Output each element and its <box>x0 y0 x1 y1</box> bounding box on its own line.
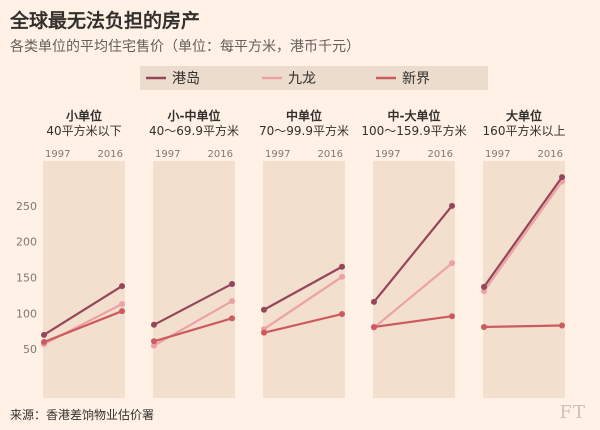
series-line-港岛-4 <box>373 205 453 303</box>
panel-background-2 <box>153 161 235 398</box>
point-九龙-1-2016 <box>119 301 125 308</box>
point-新界-2-1997 <box>151 338 157 345</box>
panel-range-3: 70～99.9平方米 <box>259 123 349 138</box>
chart-subtitle: 各类单位的平均住宅售价（单位：每平方米，港币千元） <box>10 39 360 55</box>
series-line-九龙-3 <box>263 275 343 331</box>
panel-background-5 <box>483 161 565 398</box>
point-港岛-4-1997 <box>371 298 377 305</box>
x-tick-end-5: 2016 <box>538 149 563 160</box>
legend-background <box>140 66 488 90</box>
panel-background-4 <box>373 161 455 398</box>
point-港岛-1-1997 <box>41 331 47 338</box>
panel-title-5: 大单位 <box>506 108 542 123</box>
series-line-港岛-3 <box>263 265 343 311</box>
point-九龙-2-2016 <box>229 298 235 305</box>
point-新界-5-2016 <box>559 322 565 329</box>
legend-label-1: 港岛 <box>172 71 200 87</box>
point-港岛-5-2016 <box>559 174 565 181</box>
x-tick-end-1: 2016 <box>98 149 123 160</box>
point-港岛-3-2016 <box>339 263 345 270</box>
panel-title-2: 小-中单位 <box>168 108 221 123</box>
series-line-新界-2 <box>153 317 233 343</box>
y-tick-label-200: 200 <box>16 236 37 249</box>
panel-range-2: 40～69.9平方米 <box>149 123 239 138</box>
panel-title-1: 小单位 <box>66 108 102 123</box>
x-tick-start-1: 1997 <box>45 149 70 160</box>
point-港岛-4-2016 <box>449 202 455 209</box>
panel-background-3 <box>263 161 345 398</box>
point-新界-3-2016 <box>339 311 345 318</box>
point-新界-1-1997 <box>41 339 47 345</box>
series-line-新界-3 <box>263 312 343 334</box>
x-tick-start-2: 1997 <box>155 149 180 160</box>
x-tick-end-2: 2016 <box>208 149 233 160</box>
point-九龙-3-2016 <box>339 273 345 280</box>
point-新界-3-1997 <box>261 329 267 336</box>
panel-title-4: 中-大单位 <box>388 108 441 123</box>
point-港岛-5-1997 <box>481 283 487 290</box>
x-tick-start-3: 1997 <box>265 149 290 160</box>
panel-range-1: 40平方米以下 <box>46 123 121 138</box>
point-新界-5-1997 <box>481 323 487 330</box>
series-line-新界-5 <box>483 324 563 329</box>
point-九龙-4-2016 <box>449 260 455 267</box>
point-新界-2-2016 <box>229 315 235 322</box>
x-tick-end-4: 2016 <box>428 149 453 160</box>
point-新界-1-2016 <box>119 308 125 315</box>
chart-title: 全球最无法负担的房产 <box>10 10 201 32</box>
series-line-新界-1 <box>43 310 123 344</box>
series-line-九龙-5 <box>483 180 563 292</box>
y-tick-label-50: 50 <box>23 343 37 356</box>
source-note: 来源：香港差饷物业估价署 <box>10 408 155 422</box>
point-港岛-2-1997 <box>151 321 157 328</box>
y-tick-label-150: 150 <box>16 272 37 285</box>
legend-label-2: 九龙 <box>288 71 316 87</box>
panel-range-5: 160平方米以上 <box>483 123 566 138</box>
y-tick-label-100: 100 <box>16 307 37 320</box>
point-新界-4-1997 <box>371 323 377 330</box>
series-line-九龙-4 <box>373 262 453 329</box>
ft-logo: FT <box>559 402 586 423</box>
point-港岛-3-1997 <box>261 306 267 313</box>
x-tick-end-3: 2016 <box>318 149 343 160</box>
point-港岛-2-2016 <box>229 280 235 287</box>
series-line-港岛-1 <box>43 285 123 336</box>
x-tick-start-4: 1997 <box>375 149 400 160</box>
panel-background-1 <box>43 161 125 398</box>
x-tick-start-5: 1997 <box>485 149 510 160</box>
point-港岛-1-2016 <box>119 283 125 290</box>
series-line-新界-4 <box>373 315 453 329</box>
point-新界-4-2016 <box>449 313 455 320</box>
series-line-港岛-2 <box>153 282 233 326</box>
point-九龙-5-1997 <box>481 288 487 295</box>
point-九龙-2-1997 <box>151 342 157 349</box>
series-line-港岛-5 <box>483 176 563 288</box>
y-tick-label-250: 250 <box>16 200 37 213</box>
panel-title-3: 中单位 <box>286 108 322 123</box>
legend-label-3: 新界 <box>402 71 430 87</box>
panel-range-4: 100～159.9平方米 <box>361 123 466 138</box>
